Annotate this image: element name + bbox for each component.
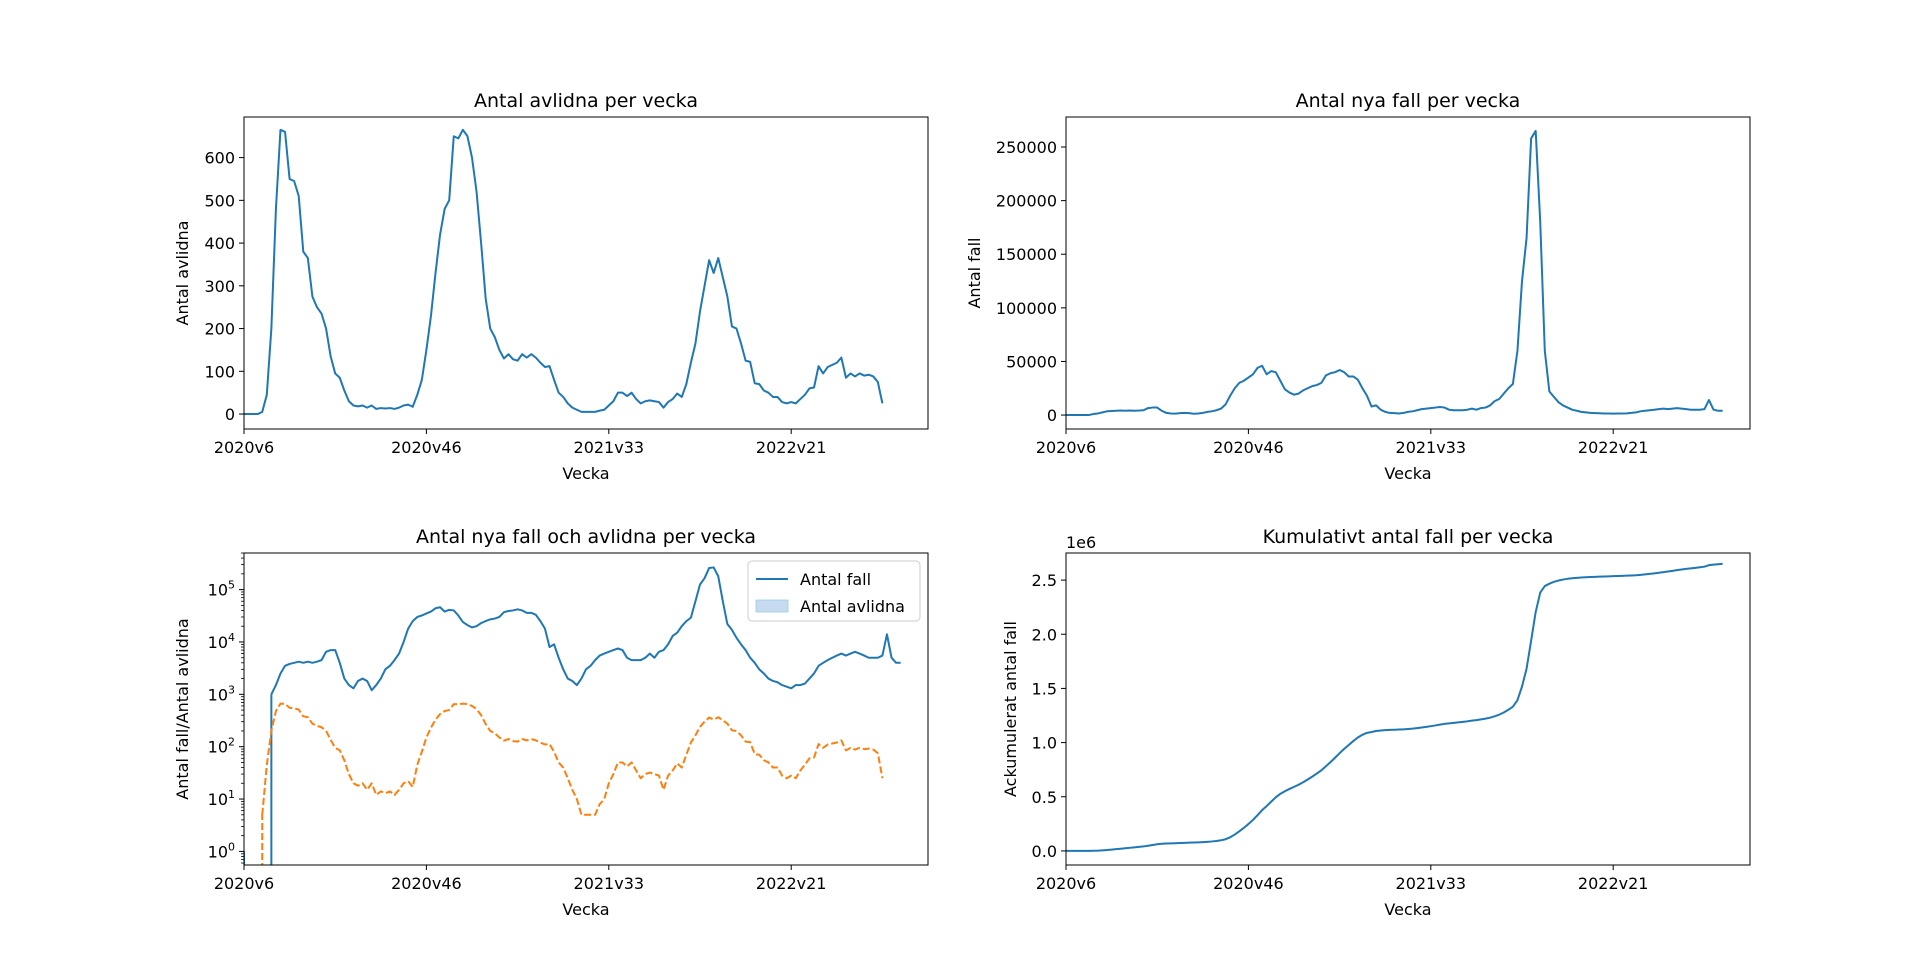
chart-title: Kumulativt antal fall per vecka [1263,526,1554,548]
y-tick-label: 200000 [996,192,1057,211]
y-tick-label: 250000 [996,138,1057,157]
plot-frame [1065,552,1751,866]
chart-panel-2: Antal nya fall per vecka 2020v6 2020v46 202… [965,90,1751,483]
chart-title: Antal avlidna per vecka [474,90,698,112]
legend-box [747,560,921,622]
x-axis-label: Vecka [562,900,609,919]
x-tick-label: 2022v21 [756,438,827,457]
x-tick-label: 2020v6 [214,874,274,893]
x-axis-label: Vecka [1384,464,1431,483]
plot-frame [1065,116,1751,430]
y-axis-label: Ackumulerat antal fall [1001,621,1020,797]
y-tick-label: 103 [208,683,235,704]
x-axis-label: Vecka [1384,900,1431,919]
y-axis-label: Antal avlidna [173,221,192,326]
y-tick-label: 50000 [1006,352,1057,371]
y-axis-label: Antal fall/Antal avlidna [173,618,192,799]
series-line-1 [244,128,884,416]
y-tick-label: 300 [204,277,235,296]
legend-label: Antal avlidna [800,597,905,616]
legend-label: Antal fall [800,570,871,589]
x-tick-label: 2022v21 [1578,874,1649,893]
x-axis-label: Vecka [562,464,609,483]
series-group [1066,562,1723,852]
chart-panel-4: Kumulativt antal fall per vecka 2020v6 202… [1001,526,1751,919]
x-tick-label: 2020v46 [391,874,462,893]
y-tick-label: 0.0 [1032,842,1057,861]
y-tick-label: 105 [208,579,235,600]
y-tick-label: 101 [208,788,235,809]
y-tick-label: 1.0 [1032,734,1057,753]
x-tick-label: 2020v46 [1213,438,1284,457]
y-tick-label: 2.0 [1032,625,1057,644]
y-tick-label: 2.5 [1032,571,1057,590]
x-tick-label: 2022v21 [756,874,827,893]
x-tick-label: 2020v46 [1213,874,1284,893]
y-axis-label: Antal fall [965,237,984,308]
legend: Antal fall Antal avlidna [747,560,921,622]
y-tick-label: 150000 [996,245,1057,264]
y-tick-label: 600 [204,149,235,168]
y-tick-label: 102 [208,736,235,757]
axis-offset-label: 1e6 [1066,533,1096,552]
y-tick-label: 200 [204,320,235,339]
series-group [244,566,901,865]
y-tick-label: 0.5 [1032,788,1057,807]
series-line-1 [244,566,901,865]
x-tick-label: 2021v33 [574,438,645,457]
series-group [244,128,884,416]
y-tick-label: 104 [208,631,235,652]
x-tick-label: 2021v33 [1396,874,1467,893]
x-tick-label: 2021v33 [1396,438,1467,457]
x-tick-label: 2020v46 [391,438,462,457]
y-tick-label: 100000 [996,299,1057,318]
y-tick-label: 400 [204,234,235,253]
x-tick-label: 2020v6 [214,438,274,457]
series-line-1 [1066,129,1723,417]
y-tick-label: 1.5 [1032,679,1057,698]
plot-frame [243,116,929,430]
y-tick-label: 100 [208,840,235,861]
x-tick-label: 2020v6 [1036,874,1096,893]
series-line-2 [261,702,884,865]
series-line-1 [1066,562,1723,852]
series-group [1066,129,1723,417]
x-tick-label: 2021v33 [574,874,645,893]
y-tick-label: 0 [1047,406,1057,425]
y-tick-label: 500 [204,191,235,210]
x-tick-label: 2020v6 [1036,438,1096,457]
legend-patch-swatch [755,599,789,613]
chart-panel-1: Antal avlidna per vecka 2020v6 2020v46 2021… [173,90,929,483]
y-tick-label: 100 [204,362,235,381]
plot-frame [243,552,929,866]
chart-title: Antal nya fall per vecka [1296,90,1521,112]
y-tick-label: 0 [225,405,235,424]
chart-title: Antal nya fall och avlidna per vecka [416,526,756,548]
x-tick-label: 2022v21 [1578,438,1649,457]
chart-panel-3: Antal nya fall och avlidna per vecka 2020… [173,526,929,919]
